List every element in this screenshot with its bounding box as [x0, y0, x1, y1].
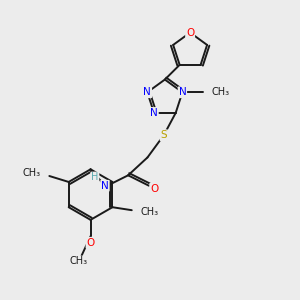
- Text: N: N: [150, 108, 158, 118]
- Text: S: S: [160, 130, 167, 140]
- Text: O: O: [186, 28, 194, 38]
- Text: CH₃: CH₃: [212, 87, 230, 97]
- Text: N: N: [178, 87, 186, 97]
- Text: CH₃: CH₃: [23, 168, 41, 178]
- Text: N: N: [143, 87, 151, 97]
- Text: N: N: [101, 181, 109, 191]
- Text: CH₃: CH₃: [140, 207, 158, 217]
- Text: O: O: [150, 184, 158, 194]
- Text: H: H: [91, 172, 98, 182]
- Text: CH₃: CH₃: [70, 256, 88, 266]
- Text: O: O: [86, 238, 95, 248]
